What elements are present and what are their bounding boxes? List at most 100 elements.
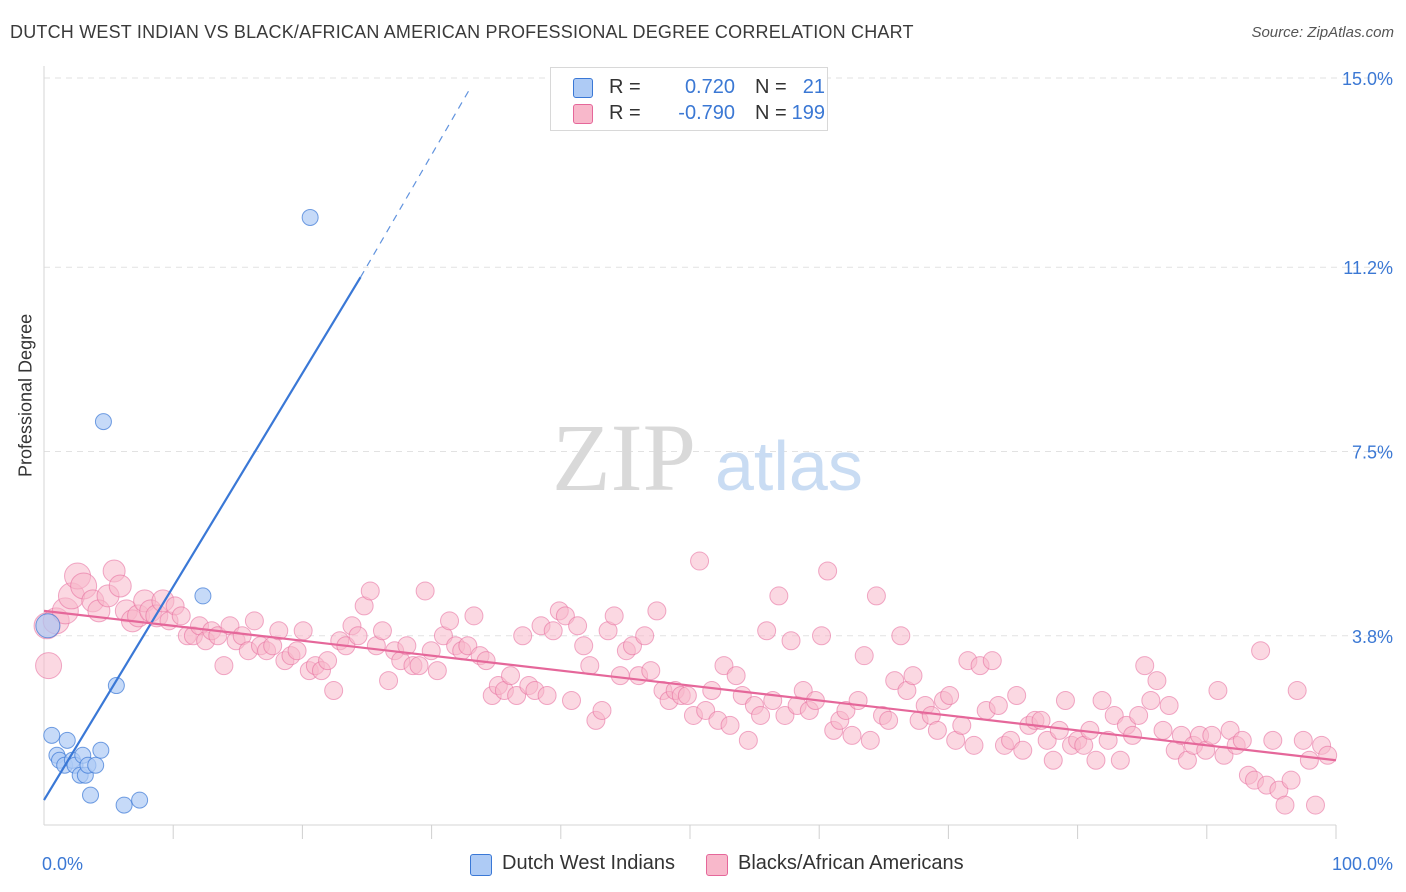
pink-point xyxy=(574,636,594,656)
pink-point xyxy=(1055,691,1075,710)
y-axis-label: Professional Degree xyxy=(15,313,36,477)
pink-point xyxy=(415,581,435,601)
pink-point xyxy=(866,586,886,606)
tick-labels: 3.8% 7.5% 11.2% 15.0% 0.0% 100.0% xyxy=(42,69,1393,874)
pink-point xyxy=(1098,730,1118,750)
legend-r-value: -0.790 xyxy=(678,102,735,124)
pink-point xyxy=(397,636,417,656)
watermark: ZIP atlas xyxy=(552,404,863,511)
blue-point xyxy=(301,208,319,226)
pink-point xyxy=(818,561,838,581)
pink-point xyxy=(988,695,1008,715)
pink-point xyxy=(379,671,399,691)
pink-point xyxy=(561,691,581,710)
legend-label: Dutch West Indians xyxy=(502,852,676,874)
pink-point xyxy=(501,666,521,686)
axes xyxy=(43,66,1337,839)
pink-point xyxy=(1092,691,1112,710)
y-tick-label: 11.2% xyxy=(1343,258,1393,278)
source-label: Source: ZipAtlas.com xyxy=(1251,24,1394,41)
pink-point xyxy=(1251,641,1271,661)
pink-point xyxy=(1043,750,1063,770)
pink-point xyxy=(927,720,947,740)
blue-series-points xyxy=(35,208,319,814)
blue-point xyxy=(115,796,133,814)
pink-point xyxy=(318,651,338,671)
pink-point xyxy=(781,631,801,651)
legend-n-label: N = xyxy=(755,102,787,124)
pink-point xyxy=(812,626,832,646)
pink-point xyxy=(720,715,740,735)
blue-point xyxy=(35,613,61,639)
legend-n-value: 199 xyxy=(791,102,825,124)
pink-point xyxy=(1007,686,1027,706)
pink-point xyxy=(293,621,313,641)
pink-point xyxy=(108,574,132,598)
pink-point xyxy=(1305,795,1325,815)
pink-point xyxy=(1208,681,1228,701)
pink-point xyxy=(690,551,710,571)
pink-point xyxy=(1013,740,1033,760)
pink-point xyxy=(1299,750,1319,770)
blue-point xyxy=(94,413,112,431)
pink-series-points xyxy=(33,551,1338,815)
pink-point xyxy=(610,666,630,686)
pink-point xyxy=(726,666,746,686)
pink-point xyxy=(702,681,722,701)
pink-point xyxy=(1141,691,1161,710)
pink-point xyxy=(1281,770,1301,790)
pink-point xyxy=(1202,725,1222,745)
pink-point xyxy=(738,730,758,750)
blue-point xyxy=(131,791,149,809)
pink-point xyxy=(677,686,697,706)
watermark-zip: ZIP xyxy=(552,404,696,511)
pink-point xyxy=(1275,795,1295,815)
pink-point xyxy=(1293,730,1313,750)
legend-r-value: 0.720 xyxy=(684,76,735,98)
blue-point xyxy=(107,677,125,695)
x-tick-label: 0.0% xyxy=(42,854,83,874)
blue-point xyxy=(87,756,105,774)
pink-point xyxy=(269,621,289,641)
pink-point xyxy=(513,626,533,646)
legend-r-label: R = xyxy=(609,102,641,124)
pink-point xyxy=(982,651,1002,671)
pink-trend-line xyxy=(43,609,1337,762)
pink-point xyxy=(244,611,264,631)
pink-point xyxy=(952,715,972,735)
y-tick-label: 7.5% xyxy=(1352,443,1393,463)
x-tick-label: 100.0% xyxy=(1332,854,1393,874)
correlation-legend: R = 0.720 N = 21 R = -0.790 N = 199 xyxy=(550,67,828,131)
legend-swatch-pink xyxy=(573,104,593,124)
pink-point xyxy=(860,730,880,750)
blue-point xyxy=(43,726,61,744)
pink-point xyxy=(604,606,624,626)
pink-point xyxy=(568,616,588,636)
legend-r-label: R = xyxy=(609,76,641,98)
watermark-atlas: atlas xyxy=(715,427,863,505)
trend-lines xyxy=(43,87,1337,801)
pink-point xyxy=(324,681,344,701)
pink-point xyxy=(287,641,307,661)
pink-point xyxy=(842,725,862,745)
blue-trend-line xyxy=(43,276,362,801)
pink-point xyxy=(1147,671,1167,691)
pink-point xyxy=(440,611,460,631)
pink-point xyxy=(1049,720,1069,740)
pink-point xyxy=(537,686,557,706)
legend-n-label: N = xyxy=(755,76,787,98)
pink-point xyxy=(635,626,655,646)
pink-point xyxy=(372,621,392,641)
legend-swatch-blue xyxy=(470,854,492,876)
pink-point xyxy=(580,656,600,676)
pink-point xyxy=(757,621,777,641)
pink-point xyxy=(1232,730,1252,750)
pink-point xyxy=(1135,656,1155,676)
pink-point xyxy=(348,626,368,646)
pink-point xyxy=(1159,695,1179,715)
pink-point xyxy=(1263,730,1283,750)
pink-point xyxy=(360,581,380,601)
series-legend: Dutch West Indians Blacks/African Americ… xyxy=(0,851,1406,879)
pink-point xyxy=(1287,681,1307,701)
